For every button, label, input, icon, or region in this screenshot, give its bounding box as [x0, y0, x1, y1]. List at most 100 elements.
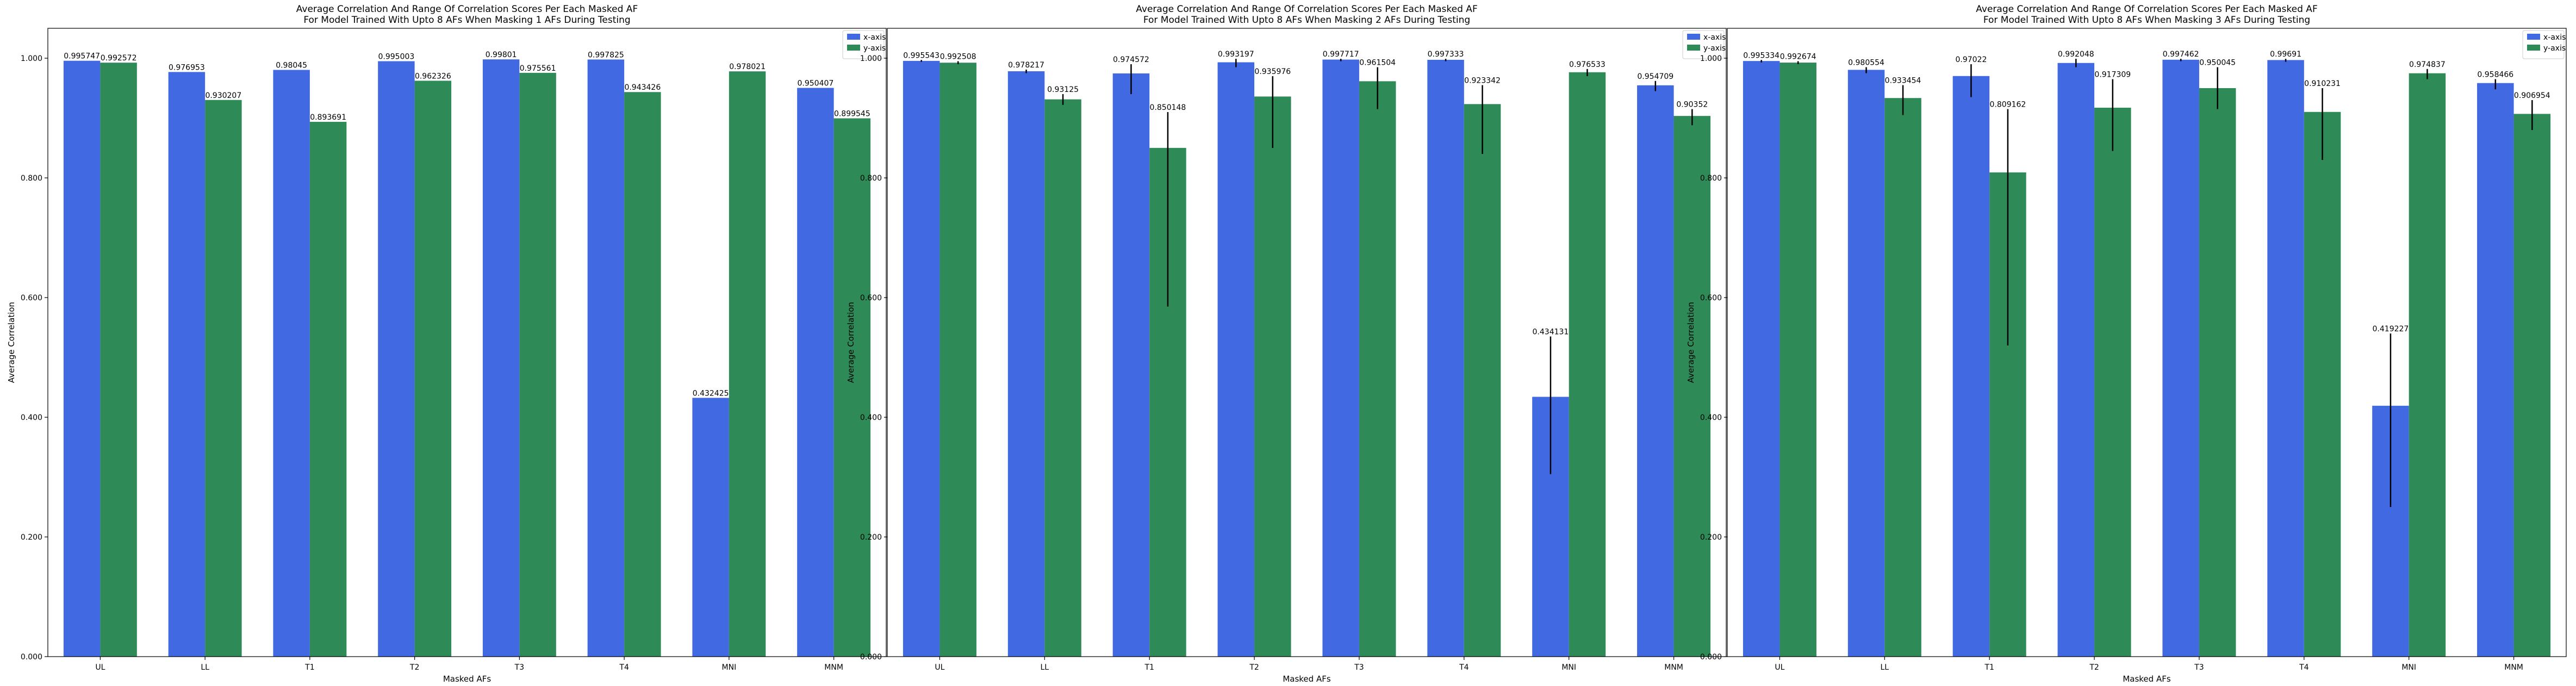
data-label: 0.997825 [588, 51, 624, 59]
legend-label: x-axis [863, 33, 886, 42]
data-label: 0.432425 [693, 389, 729, 398]
data-label: 0.93125 [1047, 85, 1079, 94]
x-tick-label: MNI [1561, 663, 1576, 672]
y-tick-label: 0.600 [860, 294, 882, 302]
bar-x-axis-ul [1743, 61, 1780, 657]
bar-x-axis-ll [1847, 70, 1885, 657]
x-axis-label: Masked AFs [443, 674, 491, 684]
y-tick-label: 0.400 [21, 413, 42, 422]
y-tick-label: 0.200 [1700, 533, 1722, 542]
x-tick-label: MNM [1664, 663, 1683, 672]
bar-x-axis-mnm [797, 88, 834, 657]
x-tick-label: T2 [2089, 663, 2099, 672]
x-tick-label: MNM [2504, 663, 2523, 672]
bar-y-axis-ll [1044, 99, 1081, 657]
bar-x-axis-t4 [2267, 60, 2304, 657]
data-label: 0.950045 [2199, 59, 2236, 67]
x-tick-label: UL [1775, 663, 1784, 672]
bar-y-axis-ul [100, 63, 137, 657]
x-tick-label: T3 [1354, 663, 1364, 672]
y-tick-label: 0.400 [1700, 413, 1722, 422]
bar-y-axis-mnm [833, 118, 871, 657]
data-label: 0.995543 [903, 51, 939, 60]
bar-y-axis-t1 [309, 121, 347, 657]
plot-frame [47, 28, 887, 657]
legend-label: x-axis [2543, 33, 2566, 42]
y-tick-label: 0.000 [1700, 653, 1722, 662]
data-label: 0.943426 [624, 83, 661, 92]
legend-swatch-y-axis [2527, 45, 2540, 51]
x-tick-label: T3 [2194, 663, 2204, 672]
y-tick-label: 0.800 [860, 174, 882, 183]
y-axis-label: Average Correlation [1686, 302, 1696, 383]
x-tick-label: LL [1881, 663, 1889, 672]
data-label: 0.97022 [1955, 55, 1987, 64]
chart-title: Average Correlation And Range Of Correla… [1136, 4, 1477, 15]
bar-y-axis-ll [205, 100, 242, 657]
x-tick-label: MNI [722, 663, 737, 672]
bar-x-axis-t1 [273, 70, 310, 657]
bar-x-axis-t4 [1427, 59, 1464, 657]
bar-y-axis-t4 [624, 92, 661, 657]
y-tick-label: 0.400 [860, 413, 882, 422]
bar-y-axis-mni [2409, 73, 2446, 657]
y-tick-label: 0.200 [21, 533, 42, 542]
data-label: 0.930207 [205, 91, 241, 100]
bar-y-axis-ll [1884, 98, 1921, 657]
data-label: 0.933454 [1885, 77, 1921, 85]
y-tick-label: 1.000 [21, 54, 42, 63]
legend-swatch-y-axis [847, 45, 860, 51]
x-tick-label: T4 [619, 663, 629, 672]
data-label: 0.923342 [1464, 77, 1501, 85]
data-label: 0.893691 [310, 113, 346, 122]
bar-y-axis-t3 [519, 72, 556, 657]
data-label: 0.974572 [1113, 55, 1149, 64]
data-label: 0.90352 [1676, 101, 1708, 109]
bar-x-axis-ul [903, 60, 940, 657]
legend-label: y-axis [2543, 44, 2566, 53]
bar-x-axis-mnm [1637, 85, 1674, 657]
legend-swatch-x-axis [1687, 34, 1700, 40]
x-tick-label: MNM [824, 663, 843, 672]
bar-x-axis-t2 [1217, 62, 1255, 657]
chart-subtitle: For Model Trained With Upto 8 AFs When M… [1143, 15, 1470, 26]
data-label: 0.997717 [1323, 50, 1359, 59]
data-label: 0.958466 [2477, 71, 2513, 79]
x-tick-label: T1 [304, 663, 314, 672]
bar-x-axis-ll [168, 72, 206, 657]
plot-frame [887, 28, 1727, 657]
x-tick-label: T1 [1984, 663, 1994, 672]
data-label: 0.992572 [101, 54, 137, 63]
legend-swatch-x-axis [847, 34, 860, 40]
y-tick-label: 0.600 [21, 294, 42, 302]
bar-y-axis-t4 [1464, 104, 1501, 657]
bar-y-axis-t3 [1359, 81, 1396, 657]
data-label: 0.974837 [2409, 60, 2446, 69]
bar-x-axis-t2 [378, 61, 415, 657]
y-tick-label: 0.200 [860, 533, 882, 542]
x-axis-label: Masked AFs [1283, 674, 1331, 684]
bar-x-axis-t1 [1112, 73, 1150, 657]
plot-frame [1727, 28, 2567, 657]
bar-x-axis-t4 [587, 59, 625, 657]
x-tick-label: T3 [514, 663, 524, 672]
data-label: 0.961504 [1359, 59, 1396, 67]
y-tick-label: 0.800 [21, 174, 42, 183]
legend-label: x-axis [1703, 33, 1726, 42]
y-tick-label: 1.000 [1700, 54, 1722, 63]
data-label: 0.978217 [1008, 61, 1044, 70]
bar-x-axis-ul [63, 60, 101, 657]
data-label: 0.992508 [940, 53, 976, 61]
x-tick-label: UL [95, 663, 105, 672]
data-label: 0.980554 [1848, 59, 1884, 67]
y-tick-label: 0.800 [1700, 174, 1722, 183]
bar-y-axis-t4 [2304, 112, 2341, 657]
x-tick-label: UL [935, 663, 944, 672]
data-label: 0.850148 [1150, 103, 1186, 112]
y-tick-label: 1.000 [860, 54, 882, 63]
data-label: 0.997462 [2163, 50, 2199, 59]
chart-subtitle: For Model Trained With Upto 8 AFs When M… [1983, 15, 2310, 26]
data-label: 0.962326 [415, 72, 451, 81]
data-label: 0.976533 [1569, 60, 1606, 69]
